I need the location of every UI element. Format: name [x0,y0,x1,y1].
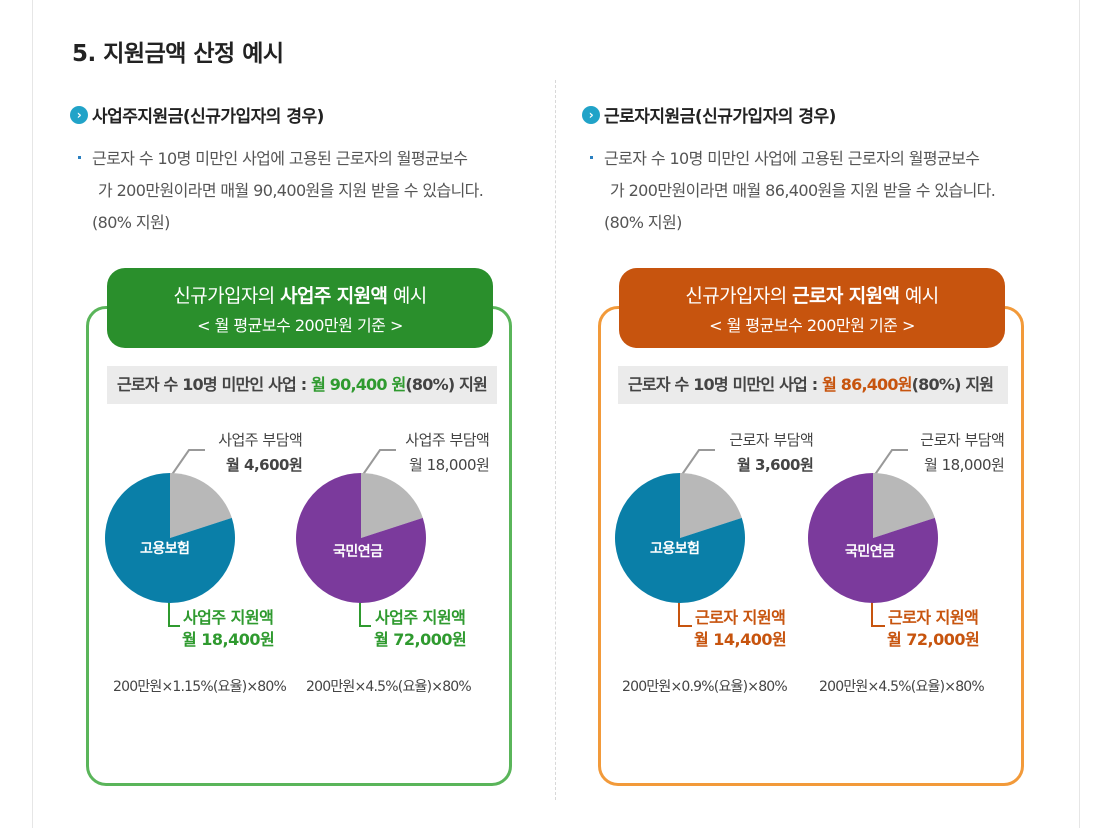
leader-line [678,600,692,627]
right-desc-line2: 가 200만원이라면 매월 86,400원을 지원 받을 수 있습니다. [610,181,996,200]
support-value: 월 72,000원 [887,630,980,649]
chevron-right-icon: › [70,105,88,124]
burden-label-text: 근로자 부담액 [920,431,1005,449]
formula: 200만원×4.5%(요율)×80% [819,679,985,695]
leader-line [680,449,715,477]
left-description: 근로자 수 10명 미만인 사업에 고용된 근로자의 월평균보수 가 200만원… [76,143,536,239]
left-frame-border [32,0,33,828]
burden-label-text: 사업주 부담액 [405,431,490,449]
right-heading-text: 근로자지원금(신규가입자의 경우) [604,107,836,127]
support-label: 사업주 지원액 월 18,400원 [182,607,275,651]
left-desc-line1: 근로자 수 10명 미만인 사업에 고용된 근로자의 월평균보수 [92,149,468,168]
burden-value: 월 3,600원 [737,456,814,474]
burden-value: 월 18,000원 [409,456,490,474]
right-banner-prefix: 신규가입자의 [685,285,793,307]
pie-slice-support [615,473,745,603]
left-bar-amount: 월 90,400 원 [311,375,406,394]
pie-label: 국민연금 [333,544,383,560]
chevron-right-icon: › [582,105,600,124]
burden-value: 월 4,600원 [226,456,303,474]
pie-slice-support [296,473,426,603]
burden-label-text: 사업주 부담액 [218,431,303,449]
pie-slice-burden [873,473,935,538]
left-heading-text: 사업주지원금(신규가입자의 경우) [92,107,324,127]
left-banner-prefix: 신규가입자의 [173,285,281,307]
pie-slice-support [105,473,235,603]
left-summary-bar: 근로자 수 10명 미만인 사업 : 월 90,400 원(80%) 지원 [107,366,497,404]
right-description: 근로자 수 10명 미만인 사업에 고용된 근로자의 월평균보수 가 200만원… [588,143,1048,239]
right-banner-bold: 근로자 지원액 [792,285,900,307]
pie-right-pension [808,473,938,603]
support-label: 근로자 지원액 월 14,400원 [694,607,787,651]
left-heading: › 사업주지원금(신규가입자의 경우) [70,102,324,127]
burden-value: 월 18,000원 [924,456,1005,474]
pie-slice-support [808,473,938,603]
left-bar-suffix: (80%) 지원 [405,375,487,394]
right-banner-sub: < 월 평균보수 200만원 기준 > [709,316,915,335]
column-divider [555,80,556,800]
pie-slice-burden [361,473,423,538]
right-frame-border [1079,0,1080,828]
right-summary-bar: 근로자 수 10명 미만인 사업 : 월 86,400원(80%) 지원 [618,366,1008,404]
left-banner-sub: < 월 평균보수 200만원 기준 > [197,316,403,335]
support-label: 사업주 지원액 월 72,000원 [374,607,467,651]
pie-right-employment [615,473,745,603]
left-banner: 신규가입자의 사업주 지원액 예시 < 월 평균보수 200만원 기준 > [107,268,493,348]
burden-label: 사업주 부담액 월 18,000원 [399,428,490,478]
left-banner-bold: 사업주 지원액 [280,285,388,307]
pie-left-pension [296,473,426,603]
left-desc-line3: (80% 지원) [92,213,170,232]
right-heading: › 근로자지원금(신규가입자의 경우) [582,102,836,127]
burden-label: 근로자 부담액 월 18,000원 [914,428,1005,478]
support-label-text: 사업주 지원액 [374,608,466,627]
bullet-dot [78,156,81,159]
burden-label: 사업주 부담액 월 4,600원 [208,428,303,478]
pie-label: 고용보험 [140,541,190,557]
formula: 200만원×0.9%(요율)×80% [622,679,788,695]
formula: 200만원×1.15%(요율)×80% [113,679,287,695]
leader-line [170,449,205,477]
support-label-text: 근로자 지원액 [694,608,786,627]
right-bar-amount: 월 86,400원 [822,375,912,394]
support-value: 월 72,000원 [374,630,467,649]
right-bar-prefix: 근로자 수 10명 미만인 사업 : [628,375,823,394]
section-title: 5. 지원금액 산정 예시 [72,41,284,67]
right-banner-suffix: 예시 [899,285,939,307]
support-label-text: 사업주 지원액 [182,608,274,627]
pie-label: 고용보험 [650,541,700,557]
leader-line [871,600,885,627]
right-bar-suffix: (80%) 지원 [911,375,994,394]
leader-line [873,449,908,477]
leader-line [361,449,396,477]
support-label: 근로자 지원액 월 72,000원 [887,607,980,651]
pie-left-employment [105,473,235,603]
pie-slice-burden [680,473,742,538]
right-desc-line3: (80% 지원) [604,213,682,232]
burden-label-text: 근로자 부담액 [729,431,814,449]
left-desc-line2: 가 200만원이라면 매월 90,400원을 지원 받을 수 있습니다. [98,181,484,200]
pie-slice-burden [170,473,232,538]
left-banner-suffix: 예시 [387,285,427,307]
bullet-dot [590,156,593,159]
pie-label: 국민연금 [845,544,895,560]
burden-label: 근로자 부담액 월 3,600원 [719,428,814,478]
leader-line [359,596,371,627]
support-label-text: 근로자 지원액 [887,608,979,627]
right-banner: 신규가입자의 근로자 지원액 예시 < 월 평균보수 200만원 기준 > [619,268,1005,348]
leader-line [168,596,180,627]
formula: 200만원×4.5%(요율)×80% [306,679,472,695]
support-value: 월 14,400원 [694,630,787,649]
left-bar-prefix: 근로자 수 10명 미만인 사업 : [117,375,312,394]
support-value: 월 18,400원 [182,630,275,649]
right-desc-line1: 근로자 수 10명 미만인 사업에 고용된 근로자의 월평균보수 [604,149,980,168]
